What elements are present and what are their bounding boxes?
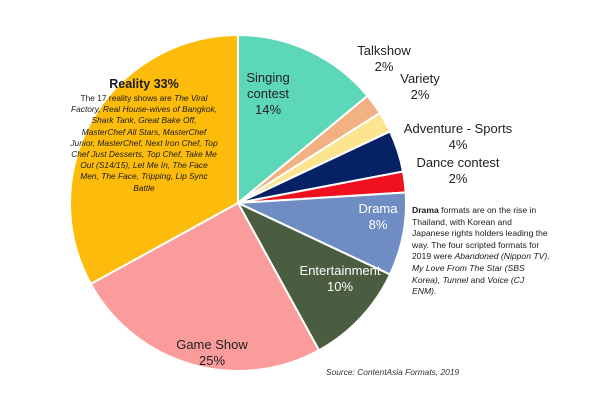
pie-slice-singing-contest [237,33,369,206]
pie-slices [69,33,408,372]
pie-slice-reality [69,33,239,286]
label-singing-contest-pct: 14% [254,102,282,117]
source-note: Source: ContentAsia Formats, 2019 [326,367,460,377]
label-singing-contest-name: Singing contest [246,70,290,101]
drama-note-italic2: Voice (CJ ENM). [412,274,525,297]
drama-note-text2: and [468,274,488,285]
drama-note-italic1: Abandoned (Nippon TV), My Love From The … [412,251,550,285]
label-entertainment-pct: 10% [326,279,354,294]
label-variety-pct: 2% [410,87,430,102]
label-dance-contest-name: Dance contest [416,155,500,170]
label-variety: Variety 2% [394,71,446,103]
label-entertainment: Entertainment 10% [290,263,390,295]
label-dance-contest: Dance contest 2% [408,155,508,187]
label-singing-contest: Singing contest 14% [236,70,300,118]
label-adventure-sports-pct: 4% [448,137,468,152]
label-entertainment-name: Entertainment [299,263,381,278]
reality-show-list: The Viral Factory, Real House-wives of B… [70,93,218,193]
label-talkshow-name: Talkshow [357,43,411,58]
label-talkshow-pct: 2% [374,59,394,74]
label-dance-contest-pct: 2% [448,171,468,186]
label-adventure-sports-name: Adventure - Sports [403,121,513,136]
pie-slice-game-show [89,201,321,372]
label-game-show: Game Show 25% [162,337,262,369]
label-drama-name: Drama [358,201,398,216]
label-drama: Drama 8% [352,201,404,233]
drama-annotation: Drama formats are on the rise in Thailan… [412,205,550,298]
label-talkshow: Talkshow 2% [352,43,416,75]
reality-annotation: Reality 33% The 17 reality shows are The… [70,77,218,194]
label-game-show-pct: 25% [198,353,226,368]
drama-note-bold: Drama [412,205,439,215]
reality-intro: The 17 reality shows are [80,93,172,103]
label-game-show-name: Game Show [176,337,248,352]
label-adventure-sports: Adventure - Sports 4% [396,121,520,153]
pie-slice-entertainment [235,200,392,352]
drama-note-text1: formats are on the rise in Thailand, wit… [412,205,548,262]
reality-heading: Reality 33% [109,77,179,91]
label-drama-pct: 8% [368,217,388,232]
label-variety-name: Variety [400,71,440,86]
